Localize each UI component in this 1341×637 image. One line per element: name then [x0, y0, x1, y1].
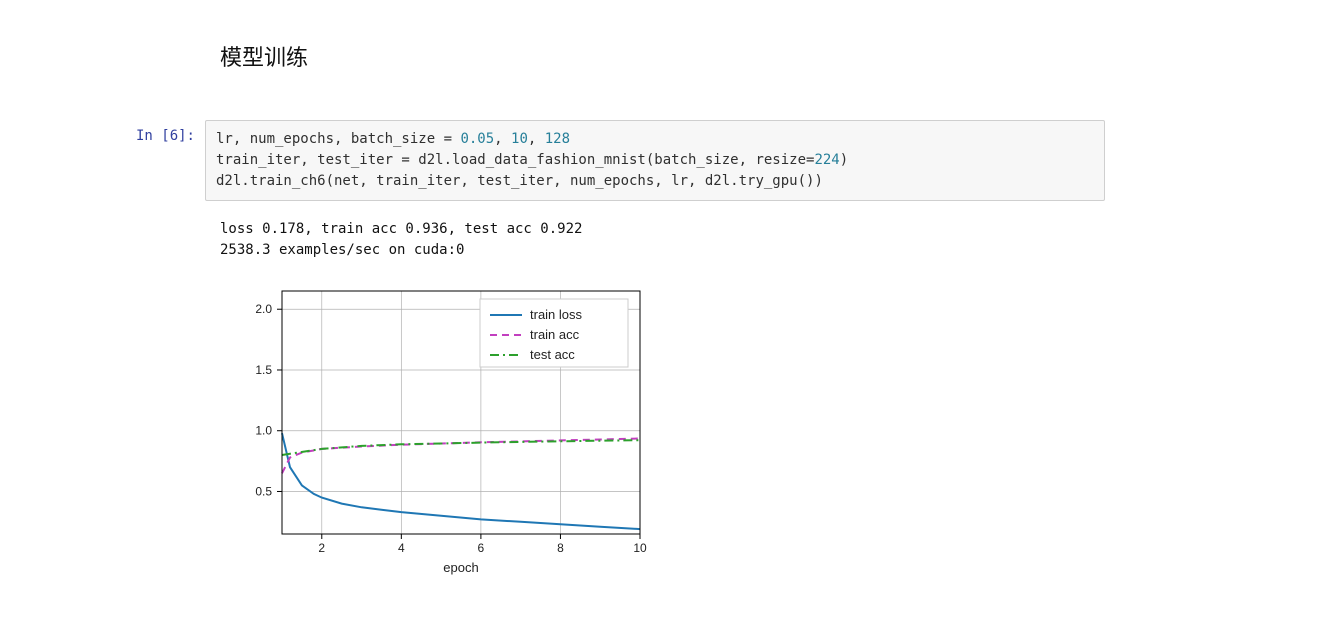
- input-prompt: In [6]:: [115, 120, 205, 144]
- code-cell: In [6]: lr, num_epochs, batch_size = 0.0…: [220, 120, 1341, 201]
- section-heading: 模型训练: [220, 40, 1341, 72]
- svg-text:1.5: 1.5: [255, 363, 272, 377]
- notebook-page: 模型训练 In [6]: lr, num_epochs, batch_size …: [0, 0, 1341, 637]
- svg-text:2.0: 2.0: [255, 302, 272, 316]
- svg-text:epoch: epoch: [443, 560, 478, 575]
- svg-text:4: 4: [398, 541, 405, 555]
- code-input-area[interactable]: lr, num_epochs, batch_size = 0.05, 10, 1…: [205, 120, 1105, 201]
- svg-text:1.0: 1.0: [255, 424, 272, 438]
- output-text: loss 0.178, train acc 0.936, test acc 0.…: [220, 219, 1341, 261]
- svg-text:0.5: 0.5: [255, 484, 272, 498]
- training-chart: 2 4 6 8 10 0.5 1.0 1.5 2.0 epoch train loss train a…: [220, 279, 1341, 579]
- chart-svg: 2 4 6 8 10 0.5 1.0 1.5 2.0 epoch train loss train a…: [220, 279, 660, 579]
- svg-text:10: 10: [633, 541, 647, 555]
- svg-text:train loss: train loss: [530, 307, 583, 322]
- svg-text:2: 2: [318, 541, 325, 555]
- svg-text:test acc: test acc: [530, 347, 575, 362]
- svg-text:6: 6: [478, 541, 485, 555]
- svg-text:train acc: train acc: [530, 327, 580, 342]
- code-text: lr, num_epochs, batch_size = 0.05, 10, 1…: [216, 129, 1094, 192]
- svg-text:8: 8: [557, 541, 564, 555]
